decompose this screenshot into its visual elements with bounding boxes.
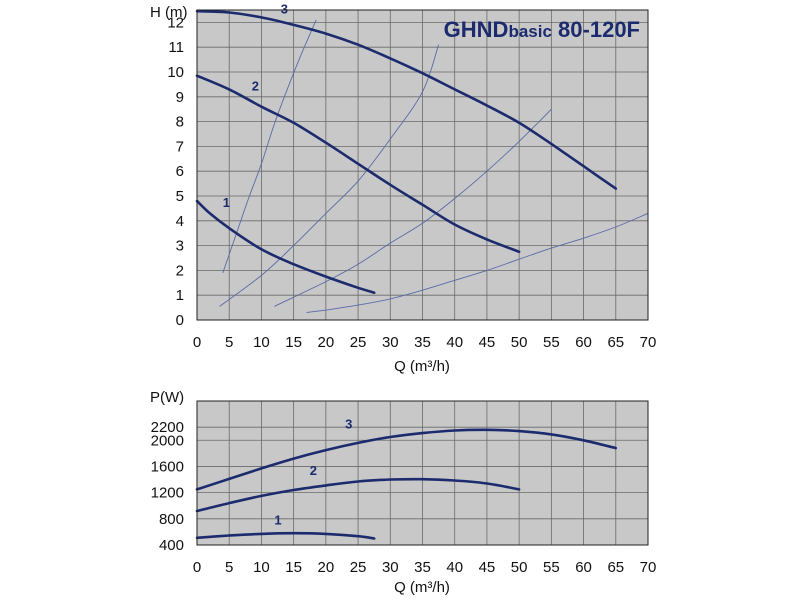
power-x-tick-label: 65 <box>607 559 624 576</box>
head-x-tick-label: 15 <box>285 334 302 351</box>
head-curve-label-2: 2 <box>252 79 259 94</box>
head-x-tick-label: 45 <box>479 334 496 351</box>
head-x-tick-label: 30 <box>382 334 399 351</box>
model-title-main: GHND <box>444 17 509 42</box>
head-x-tick-label: 20 <box>318 334 335 351</box>
head-y-tick-label: 3 <box>176 238 184 255</box>
head-x-tick-label: 50 <box>511 334 528 351</box>
head-y-axis-title: H (m) <box>150 4 188 21</box>
power-y-tick-label: 2000 <box>151 432 184 449</box>
head-system-curve-4 <box>306 212 649 314</box>
power-y-axis-title: P(W) <box>150 389 184 406</box>
power-curves <box>195 428 618 540</box>
head-x-tick-label: 60 <box>575 334 592 351</box>
power-x-tick-label: 10 <box>253 559 270 576</box>
power-x-tick-label: 5 <box>225 559 233 576</box>
head-y-tick-label: 2 <box>176 262 184 279</box>
power-x-tick-label: 35 <box>414 559 431 576</box>
model-title-number: 80-120F <box>552 17 640 42</box>
power-y-tick-label: 1200 <box>151 485 184 502</box>
head-y-tick-label: 10 <box>167 64 184 81</box>
power-x-tick-label: 25 <box>350 559 367 576</box>
power-chart: 1 2 3 0 5 10 15 20 25 30 35 40 45 50 55 60 65 70 400 800 1… <box>150 389 656 596</box>
power-plot-border <box>196 400 649 546</box>
power-x-ticks: 0 5 10 15 20 25 30 35 40 45 50 55 60 65 70 <box>193 559 657 576</box>
head-system-curves <box>219 19 649 314</box>
power-x-tick-label: 45 <box>479 559 496 576</box>
power-curve-label-2: 2 <box>310 463 317 478</box>
head-x-tick-label: 40 <box>446 334 463 351</box>
head-curve-2 <box>195 74 521 254</box>
power-curve-label-3: 3 <box>345 416 352 431</box>
power-x-tick-label: 40 <box>446 559 463 576</box>
power-x-axis-title: Q (m³/h) <box>394 579 450 596</box>
power-x-tick-label: 30 <box>382 559 399 576</box>
power-y-tick-label: 800 <box>159 511 184 528</box>
power-x-tick-label: 70 <box>640 559 657 576</box>
head-plot-border <box>196 9 649 321</box>
head-chart: 123 0 5 10 15 20 25 30 35 40 45 50 55 60 65 70 0123456… <box>150 2 656 375</box>
head-system-curve-3 <box>274 108 552 307</box>
head-curve-1 <box>195 199 376 294</box>
power-x-tick-label: 55 <box>543 559 560 576</box>
power-curve-label-1: 1 <box>274 513 281 528</box>
head-x-tick-label: 70 <box>640 334 657 351</box>
head-grid <box>197 10 648 320</box>
head-x-tick-label: 65 <box>607 334 624 351</box>
power-x-tick-label: 15 <box>285 559 302 576</box>
power-y-tick-label: 1600 <box>151 458 184 475</box>
head-curves <box>195 9 618 294</box>
head-y-tick-label: 11 <box>168 39 184 56</box>
power-curve-labels: 1 2 3 <box>274 416 352 527</box>
power-x-tick-label: 20 <box>318 559 335 576</box>
power-y-tick-label: 400 <box>159 537 184 554</box>
power-y-tick-label: 2200 <box>151 419 184 436</box>
power-x-tick-label: 50 <box>511 559 528 576</box>
power-x-tick-label: 60 <box>575 559 592 576</box>
head-x-axis-title: Q (m³/h) <box>394 358 450 375</box>
head-x-tick-label: 25 <box>350 334 367 351</box>
head-y-tick-label: 8 <box>176 114 184 131</box>
head-curve-labels: 1 2 3 <box>223 2 288 210</box>
head-x-tick-label: 0 <box>193 334 201 351</box>
head-system-curve-2 <box>219 44 440 307</box>
head-x-ticks: 0 5 10 15 20 25 30 35 40 45 50 55 60 65 70 <box>193 334 657 351</box>
head-x-tick-label: 55 <box>543 334 560 351</box>
head-curve-label-1: 1 <box>223 195 230 210</box>
head-y-tick-label: 12 <box>167 14 184 31</box>
power-curve-2 <box>195 477 521 513</box>
head-y-tick-label: 6 <box>176 163 184 180</box>
head-y-tick-label: 5 <box>176 188 184 205</box>
power-x-tick-label: 0 <box>193 559 201 576</box>
head-curve-label-3: 3 <box>281 2 288 17</box>
head-y-tick-label: 1 <box>176 287 184 304</box>
model-title: GHNDbasic 80-120F <box>444 17 640 42</box>
head-x-tick-label: 35 <box>414 334 431 351</box>
head-x-tick-label: 5 <box>225 334 233 351</box>
head-x-tick-label: 10 <box>253 334 270 351</box>
power-curve-1 <box>195 531 376 540</box>
head-y-tick-label: 0 <box>176 312 184 329</box>
head-curve-3 <box>195 9 618 190</box>
head-y-tick-label: 7 <box>176 138 184 155</box>
head-y-tick-label: 4 <box>176 213 184 230</box>
model-title-sub: basic <box>508 22 551 41</box>
head-y-tick-label: 9 <box>176 89 184 106</box>
power-curve-3 <box>195 428 618 491</box>
